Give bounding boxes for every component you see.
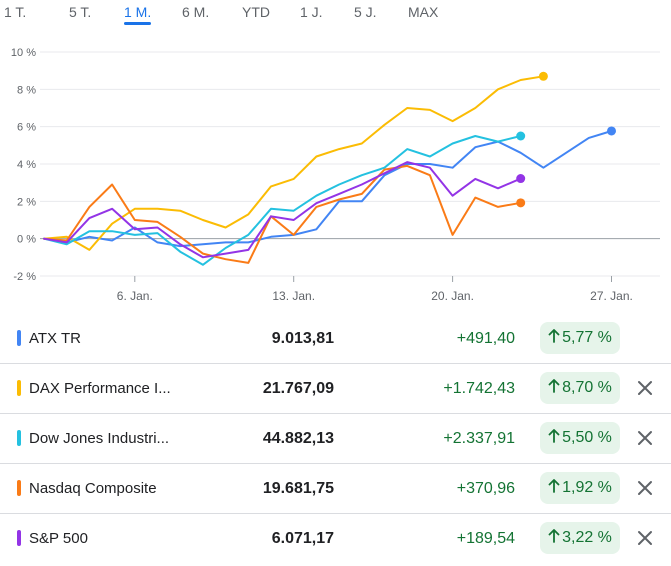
- series-line-atx-tr: [43, 130, 613, 248]
- tab-label: 1 J.: [300, 4, 323, 20]
- series-line-dax-performance-i: [43, 75, 545, 251]
- tab-label: MAX: [408, 4, 439, 20]
- percent-change-badge: 1,92 %: [540, 472, 620, 504]
- y-axis: -2 % 0 % 2 % 4 % 6 % 8 % 10 %: [11, 47, 36, 283]
- x-axis: 6. Jan. 13. Jan. 20. Jan. 27. Jan.: [117, 276, 633, 303]
- index-change: +370,96: [456, 480, 515, 497]
- percent-change-value: 5,77 %: [562, 329, 612, 346]
- index-row-dow-jones-industri[interactable]: Dow Jones Industri... 44.882,13 +2.337,9…: [0, 414, 671, 464]
- series-endpoint-dow-jones-industri: [516, 131, 526, 141]
- arrow-up-icon: [548, 429, 560, 443]
- active-tab-indicator: [124, 22, 152, 25]
- index-row-s-p-500[interactable]: S&P 500 6.071,17 +189,54 3,22 %: [0, 514, 671, 563]
- tab-max[interactable]: MAX: [408, 4, 438, 20]
- chart-series: [43, 71, 616, 266]
- index-price: 6.071,17: [271, 530, 334, 547]
- tab-5-j[interactable]: 5 J.: [354, 4, 377, 20]
- chart-grid: [40, 51, 660, 277]
- index-name: ATX TR: [29, 330, 81, 347]
- y-tick-label: -2 %: [13, 271, 36, 283]
- index-change: +1.742,43: [443, 380, 515, 397]
- comparison-list: ATX TR 9.013,81 +491,40 5,77 % DAX Perfo…: [0, 314, 671, 563]
- y-tick-label: 6 %: [17, 122, 36, 134]
- index-change: +2.337,91: [443, 430, 515, 447]
- index-name: Dow Jones Industri...: [29, 430, 170, 447]
- series-endpoint-dax-performance-i: [538, 71, 548, 81]
- series-color-swatch: [17, 480, 21, 496]
- series-line-s-p-500: [43, 161, 522, 259]
- y-tick-label: 2 %: [17, 196, 36, 208]
- tab-label: 6 M.: [182, 4, 210, 20]
- close-icon[interactable]: [634, 527, 656, 549]
- series-line-dow-jones-industri: [43, 135, 522, 266]
- y-tick-label: 0 %: [17, 234, 36, 246]
- x-tick-label: 20. Jan.: [431, 289, 474, 303]
- arrow-up-icon: [548, 529, 560, 543]
- y-tick-label: 4 %: [17, 159, 36, 171]
- percent-change-value: 8,70 %: [562, 379, 612, 396]
- index-name: DAX Performance I...: [29, 380, 171, 397]
- index-row-dax-performance-i[interactable]: DAX Performance I... 21.767,09 +1.742,43…: [0, 364, 671, 414]
- close-icon[interactable]: [634, 477, 656, 499]
- price-chart: -2 % 0 % 2 % 4 % 6 % 8 % 10 % 6. Jan. 13. Jan. 2…: [11, 47, 660, 303]
- percent-change-badge: 5,77 %: [540, 322, 620, 354]
- series-endpoint-atx-tr: [607, 126, 616, 136]
- arrow-up-icon: [548, 479, 560, 493]
- tab-1-j[interactable]: 1 J.: [300, 4, 323, 20]
- index-row-nasdaq-composite[interactable]: Nasdaq Composite 19.681,75 +370,96 1,92 …: [0, 464, 671, 514]
- series-color-swatch: [17, 380, 21, 396]
- series-endpoint-nasdaq-composite: [516, 198, 526, 208]
- tab-5-t[interactable]: 5 T.: [69, 4, 91, 20]
- time-range-tabs: 1 T. 5 T. 1 M. 6 M. YTD 1 J. 5 J. MAX: [0, 0, 671, 30]
- close-icon[interactable]: [634, 427, 656, 449]
- tab-6-m[interactable]: 6 M.: [182, 4, 209, 20]
- percent-change-badge: 5,50 %: [540, 422, 620, 454]
- series-line-nasdaq-composite: [43, 164, 522, 264]
- arrow-up-icon: [548, 379, 560, 393]
- index-change: +189,54: [456, 530, 515, 547]
- percent-change-value: 1,92 %: [562, 479, 612, 496]
- index-row-atx-tr[interactable]: ATX TR 9.013,81 +491,40 5,77 %: [0, 314, 671, 364]
- tab-label: 1 T.: [4, 4, 27, 20]
- index-change: +491,40: [456, 330, 515, 347]
- percent-change-value: 5,50 %: [562, 429, 612, 446]
- index-name: S&P 500: [29, 530, 88, 547]
- index-price: 19.681,75: [262, 480, 334, 497]
- series-color-swatch: [17, 330, 21, 346]
- y-tick-label: 8 %: [17, 84, 36, 96]
- index-name: Nasdaq Composite: [29, 480, 157, 497]
- tab-1-t[interactable]: 1 T.: [4, 4, 26, 20]
- arrow-up-icon: [548, 329, 560, 343]
- series-endpoint-s-p-500: [516, 174, 526, 184]
- tab-1-m[interactable]: 1 M.: [124, 4, 152, 25]
- percent-change-value: 3,22 %: [562, 529, 612, 546]
- series-color-swatch: [17, 430, 21, 446]
- percent-change-badge: 3,22 %: [540, 522, 620, 554]
- close-icon[interactable]: [634, 377, 656, 399]
- tab-label: 5 J.: [354, 4, 377, 20]
- x-tick-label: 6. Jan.: [117, 289, 153, 303]
- index-price: 9.013,81: [271, 330, 334, 347]
- tab-label: 5 T.: [69, 4, 92, 20]
- x-tick-label: 27. Jan.: [590, 289, 633, 303]
- series-color-swatch: [17, 530, 21, 546]
- tab-label: YTD: [242, 4, 270, 20]
- x-tick-label: 13. Jan.: [272, 289, 315, 303]
- index-price: 21.767,09: [262, 380, 334, 397]
- tab-label: 1 M.: [124, 4, 152, 20]
- y-tick-label: 10 %: [11, 47, 36, 59]
- percent-change-badge: 8,70 %: [540, 372, 620, 404]
- index-price: 44.882,13: [262, 430, 334, 447]
- tab-ytd[interactable]: YTD: [242, 4, 270, 20]
